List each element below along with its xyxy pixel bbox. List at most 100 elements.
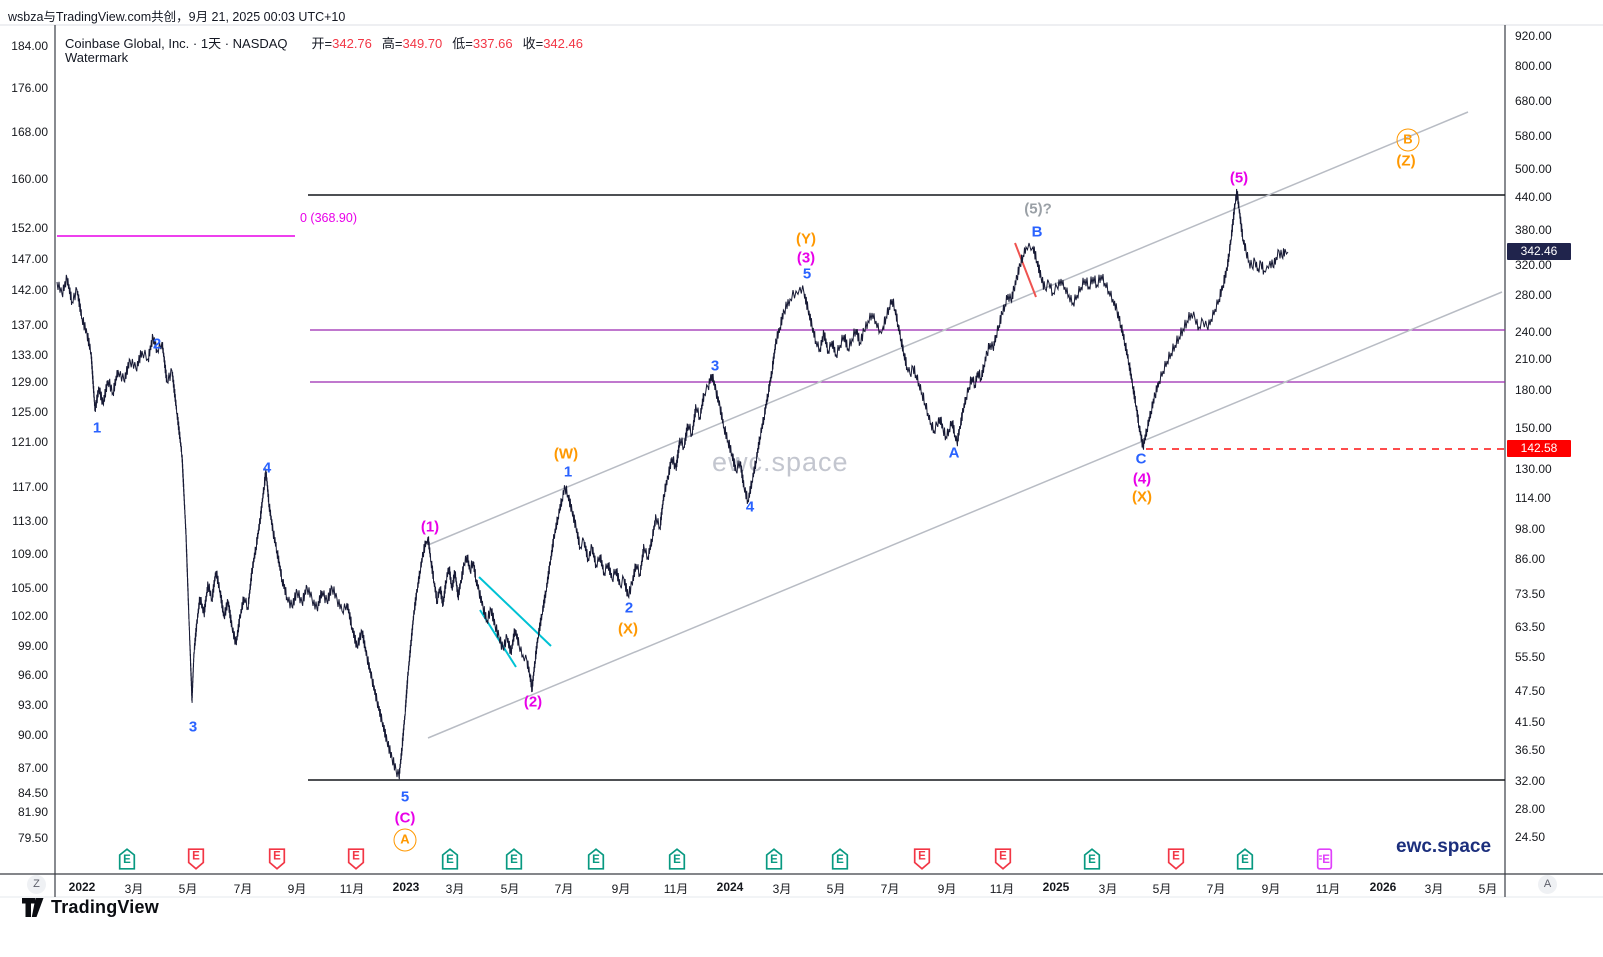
tradingview-logo[interactable]: TradingView — [22, 897, 159, 918]
earnings-icon[interactable]: E — [1236, 848, 1254, 870]
earnings-icon[interactable]: E — [765, 848, 783, 870]
wave-label-A[interactable]: A — [393, 828, 417, 852]
left-axis-label: 96.00 — [17, 668, 48, 682]
right-axis-label: 920.00 — [1515, 29, 1552, 43]
wave-label-3[interactable]: 3 — [188, 718, 198, 736]
time-axis-label: 7月 — [233, 882, 253, 896]
wave-label-X[interactable]: (X) — [1132, 488, 1152, 506]
wave-label-1[interactable]: 1 — [92, 419, 102, 437]
right-axis-label: 86.00 — [1515, 552, 1546, 566]
earnings-icon[interactable]: E — [441, 848, 459, 870]
wave-label-5[interactable]: 5 — [400, 788, 410, 806]
time-axis-label: 2023 — [392, 880, 420, 894]
time-axis-label: 7月 — [880, 882, 900, 896]
ohlc-label: 收= — [522, 36, 544, 51]
indicator-legend[interactable]: Watermark — [65, 50, 129, 65]
tradingview-logo-text: TradingView — [51, 897, 159, 917]
auto-scale-button[interactable]: A — [1538, 875, 1557, 894]
wave-label-5[interactable]: (5)? — [1024, 200, 1052, 218]
wave-label-B[interactable]: B — [1396, 128, 1420, 152]
earnings-icon[interactable]: E — [505, 848, 523, 870]
right-axis-label: 73.50 — [1515, 587, 1546, 601]
right-axis-label: 440.00 — [1515, 190, 1552, 204]
ohlc-value: 337.66 — [472, 36, 513, 51]
svg-text:E: E — [836, 854, 844, 866]
right-axis-label: 280.00 — [1515, 288, 1552, 302]
earnings-icon[interactable]: E — [1316, 848, 1333, 870]
projection-price-line-label[interactable]: 0 (368.90) — [300, 211, 357, 225]
wave-label-X[interactable]: (X) — [618, 620, 638, 638]
earnings-icon[interactable]: E — [831, 848, 849, 870]
symbol-legend[interactable]: Coinbase Global, Inc. · 1天 · NASDAQ 开=342… — [65, 33, 583, 52]
right-axis-label: 98.00 — [1515, 522, 1546, 536]
wave-label-W[interactable]: (W) — [553, 445, 579, 463]
wave-label-2[interactable]: (2) — [523, 693, 543, 711]
drawing-line[interactable] — [1014, 242, 1037, 298]
time-axis-label: 11月 — [339, 882, 365, 896]
left-axis-label: 133.00 — [11, 348, 48, 362]
wave-label-Z[interactable]: (Z) — [1396, 152, 1416, 170]
last-price-badge: 342.46 — [1507, 243, 1571, 260]
svg-text:E: E — [770, 854, 778, 866]
right-axis-label: 580.00 — [1515, 129, 1552, 143]
right-axis-label: 150.00 — [1515, 421, 1552, 435]
symbol-title[interactable]: Coinbase Global, Inc. · 1天 · NASDAQ — [65, 36, 288, 51]
wave-label-4[interactable]: 4 — [262, 459, 272, 477]
left-axis-label: 168.00 — [11, 125, 48, 139]
left-axis-label: 87.00 — [17, 761, 48, 775]
wave-label-2[interactable]: 2 — [152, 335, 162, 353]
timezone-button[interactable]: Z — [27, 875, 46, 894]
left-axis-label: 176.00 — [11, 81, 48, 95]
right-axis-label: 24.50 — [1515, 830, 1546, 844]
earnings-icon[interactable]: E — [347, 848, 365, 870]
right-axis-label: 28.00 — [1515, 802, 1546, 816]
left-axis-label: 184.00 — [11, 39, 48, 53]
wave-label-B[interactable]: B — [1031, 223, 1043, 241]
right-axis-label: 500.00 — [1515, 162, 1552, 176]
right-axis-label: 36.50 — [1515, 743, 1546, 757]
wave-label-C[interactable]: C — [1135, 450, 1147, 468]
svg-text:E: E — [1088, 854, 1096, 866]
price-series[interactable] — [56, 188, 1289, 780]
drawing-line[interactable] — [427, 291, 1503, 739]
earnings-icon[interactable]: E — [268, 848, 286, 870]
time-axis-label: 5月 — [500, 882, 520, 896]
earnings-icon[interactable]: E — [118, 848, 136, 870]
right-axis-label: 180.00 — [1515, 383, 1552, 397]
left-axis-label: 160.00 — [11, 172, 48, 186]
time-axis-label: 2024 — [716, 880, 744, 894]
right-axis-label: 210.00 — [1515, 352, 1552, 366]
wave-label-1[interactable]: 1 — [563, 463, 573, 481]
wave-label-Y[interactable]: (Y) — [796, 230, 816, 248]
right-axis-label: 680.00 — [1515, 94, 1552, 108]
svg-text:E: E — [1241, 854, 1249, 866]
wave-label-3[interactable]: (3) — [796, 249, 816, 267]
svg-text:E: E — [673, 854, 681, 866]
right-axis-label: 32.00 — [1515, 774, 1546, 788]
svg-text:E: E — [1172, 851, 1180, 863]
wave-label-1[interactable]: (1) — [420, 518, 440, 536]
right-axis-label: 800.00 — [1515, 59, 1552, 73]
left-axis-label: 105.00 — [11, 581, 48, 595]
earnings-icon[interactable]: E — [1167, 848, 1185, 870]
wave-label-5[interactable]: (5) — [1229, 169, 1249, 187]
wave-label-5[interactable]: 5 — [802, 265, 812, 283]
earnings-icon[interactable]: E — [1083, 848, 1101, 870]
wave-label-3[interactable]: 3 — [710, 357, 720, 375]
right-axis-label: 55.50 — [1515, 650, 1546, 664]
wave-label-4[interactable]: (4) — [1132, 470, 1152, 488]
wave-label-4[interactable]: 4 — [745, 498, 755, 516]
earnings-icon[interactable]: E — [994, 848, 1012, 870]
wave-label-A[interactable]: A — [948, 444, 960, 462]
wave-label-C[interactable]: (C) — [394, 809, 416, 827]
earnings-icon[interactable]: E — [187, 848, 205, 870]
earnings-icon[interactable]: E — [587, 848, 605, 870]
wave-label-2[interactable]: 2 — [624, 599, 634, 617]
earnings-icon[interactable]: E — [913, 848, 931, 870]
earnings-icon[interactable]: E — [668, 848, 686, 870]
svg-text:E: E — [192, 851, 200, 863]
time-axis-label: 9月 — [287, 882, 307, 896]
drawing-line[interactable] — [427, 111, 1469, 546]
